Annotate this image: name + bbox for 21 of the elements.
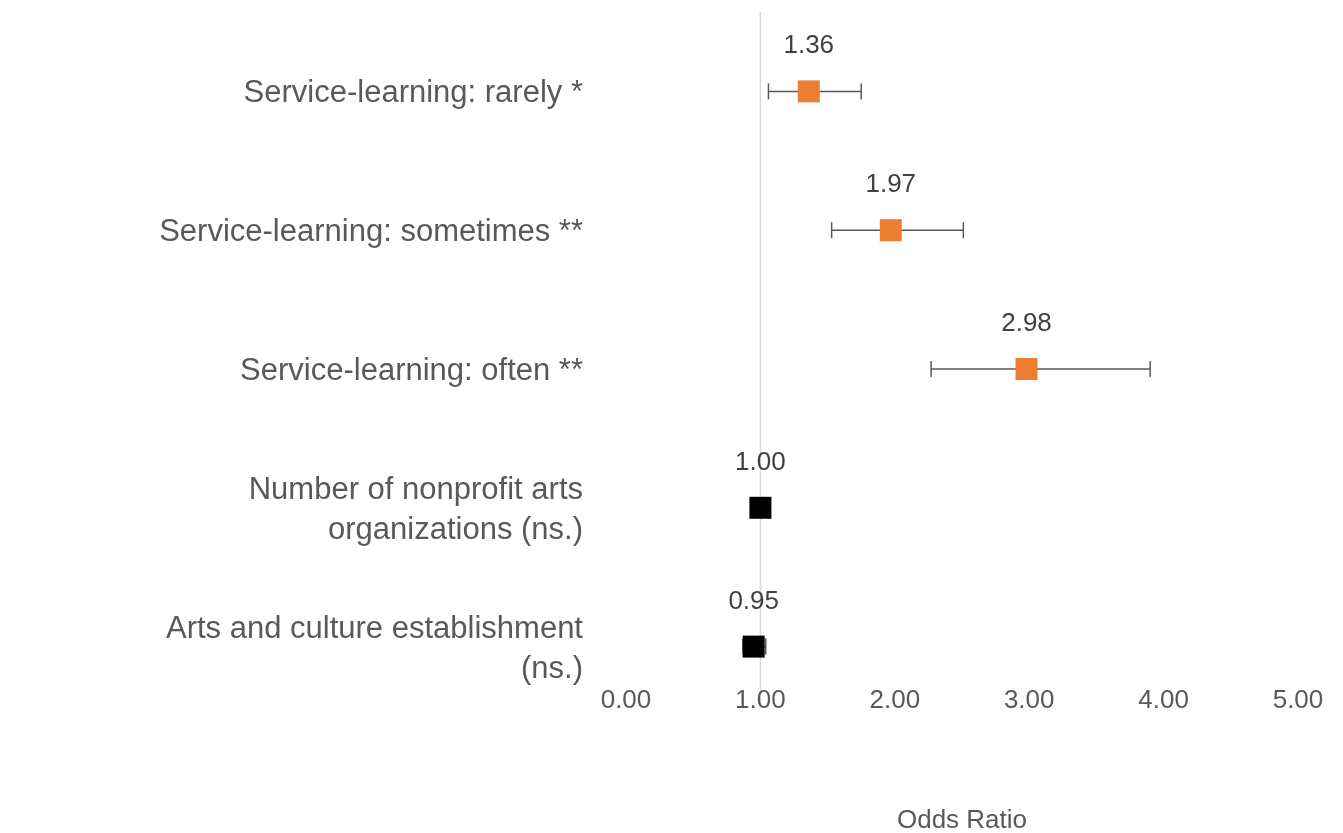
y-tick-label: Service-learning: often ** xyxy=(240,352,583,387)
data-label: 1.36 xyxy=(783,29,835,60)
x-tick-label: 3.00 xyxy=(1003,684,1055,714)
x-tick-label: 5.00 xyxy=(1272,684,1324,714)
data-label: 1.97 xyxy=(865,168,917,199)
point xyxy=(1015,358,1038,380)
y-tick-label: Arts and culture establishment (ns.) xyxy=(166,609,584,685)
point xyxy=(749,496,772,519)
x-tick-label: 4.00 xyxy=(1138,684,1189,714)
y-tick-label: Service-learning: sometimes ** xyxy=(159,213,583,249)
point xyxy=(797,80,820,103)
y-tick-label: Number of nonprofit arts organizations (ns.) xyxy=(248,470,583,546)
data-label: 0.95 xyxy=(728,584,779,615)
data-label: 1.00 xyxy=(735,445,786,476)
x-tick-label: 0.00 xyxy=(600,684,652,714)
x-tick-label: 1.00 xyxy=(735,684,786,714)
x-tick-label: 2.00 xyxy=(869,684,921,714)
data-label: 2.98 xyxy=(1001,307,1052,337)
y-tick-label: Service-learning: rarely * xyxy=(243,74,583,110)
point xyxy=(879,219,902,242)
x-axis-title: Odds Ratio xyxy=(896,804,1028,833)
